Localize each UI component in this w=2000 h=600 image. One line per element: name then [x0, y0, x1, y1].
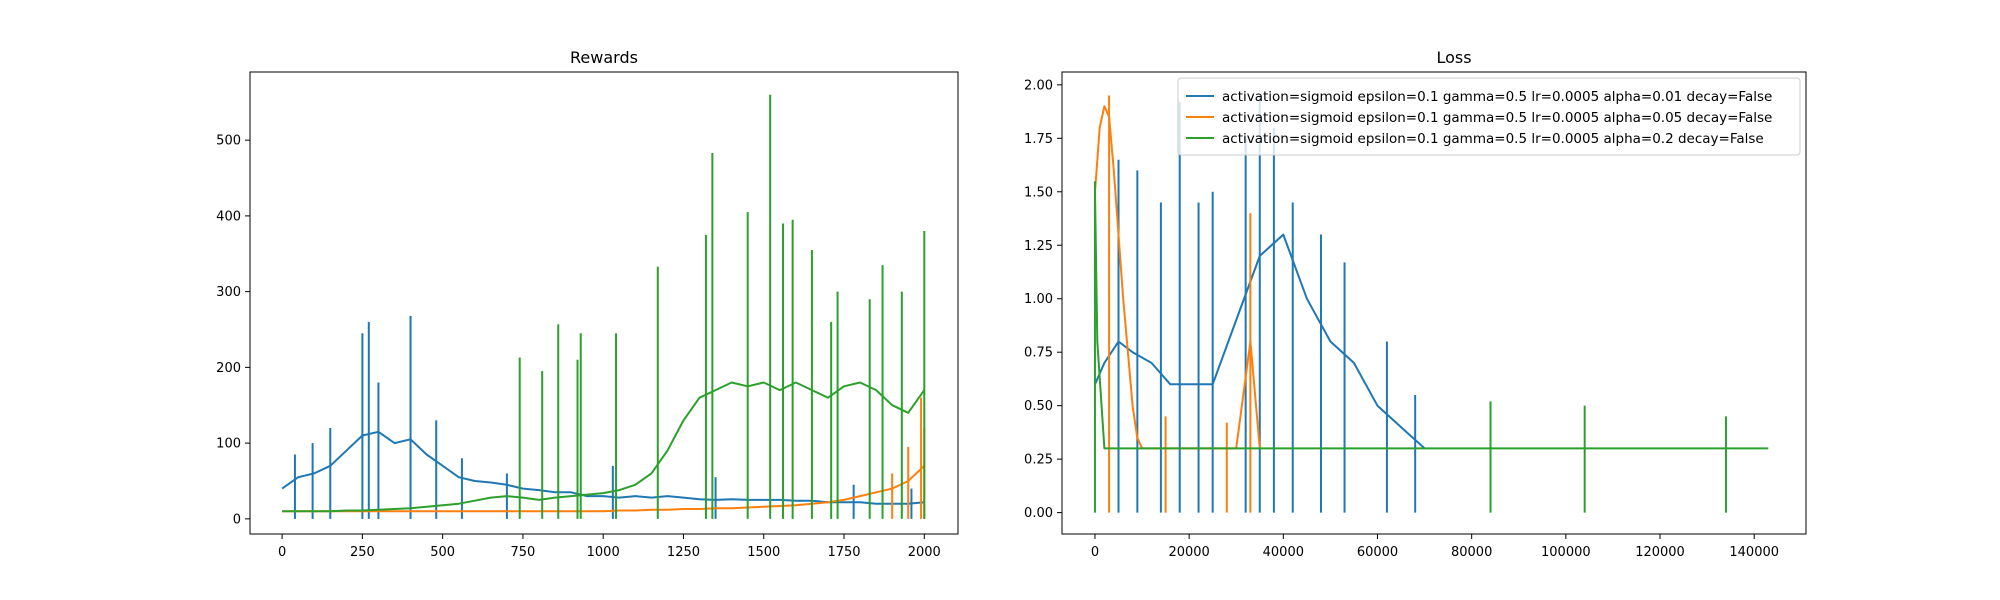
rewards-x-tick-label: 500 — [430, 545, 455, 560]
rewards-x-tick-label: 1250 — [667, 545, 700, 560]
rewards-chart-title: Rewards — [570, 48, 638, 67]
rewards-plot-area — [281, 94, 926, 519]
loss-legend-label-2: activation=sigmoid epsilon=0.1 gamma=0.5… — [1222, 131, 1764, 147]
loss-y-tick-label: 1.50 — [1024, 185, 1053, 200]
loss-series-2-line — [1094, 191, 1769, 450]
rewards-y-tick-label: 200 — [216, 361, 241, 376]
rewards-x-tick-label: 750 — [511, 545, 536, 560]
loss-x-tick-label: 100000 — [1541, 545, 1591, 560]
loss-x-tick-label: 20000 — [1168, 545, 1209, 560]
loss-y-tick-label: 1.75 — [1024, 132, 1053, 147]
loss-y-tick-label: 2.00 — [1024, 78, 1053, 93]
loss-legend-label-1: activation=sigmoid epsilon=0.1 gamma=0.5… — [1222, 110, 1772, 126]
rewards-x-tick-label: 1500 — [747, 545, 780, 560]
loss-y-tick-label: 0.25 — [1024, 453, 1053, 468]
rewards-chart: Rewards 0 250 500 750 1000 1250 1500 1750 2000 0 1… — [216, 48, 959, 560]
loss-legend-label-0: activation=sigmoid epsilon=0.1 gamma=0.5… — [1222, 89, 1772, 105]
loss-axis-ticks: 0 20000 40000 60000 80000 100000 120000 140000 0… — [1024, 78, 1779, 560]
loss-y-tick-label: 0.50 — [1024, 399, 1053, 414]
rewards-y-tick-label: 300 — [216, 285, 241, 300]
rewards-y-tick-label: 400 — [216, 209, 241, 224]
loss-x-tick-label: 80000 — [1451, 545, 1492, 560]
rewards-axes-frame — [249, 71, 959, 535]
loss-x-tick-label: 140000 — [1729, 545, 1779, 560]
rewards-series-1-line — [282, 465, 925, 513]
loss-chart-title: Loss — [1436, 48, 1471, 67]
rewards-x-tick-label: 1000 — [587, 545, 620, 560]
loss-y-tick-label: 1.00 — [1024, 292, 1053, 307]
loss-x-tick-label: 0 — [1091, 545, 1099, 560]
loss-legend: activation=sigmoid epsilon=0.1 gamma=0.5… — [1177, 77, 1801, 156]
rewards-axis-ticks: 0 250 500 750 1000 1250 1500 1750 2000 0 100 200 300… — [216, 134, 941, 560]
loss-x-tick-label: 120000 — [1635, 545, 1685, 560]
rewards-x-tick-label: 0 — [278, 545, 286, 560]
rewards-y-tick-label: 100 — [216, 437, 241, 452]
loss-plot-area — [1093, 95, 1769, 513]
loss-y-tick-label: 1.25 — [1024, 239, 1053, 254]
rewards-x-tick-label: 250 — [350, 545, 375, 560]
rewards-y-tick-label: 500 — [216, 134, 241, 149]
rewards-x-tick-label: 1750 — [827, 545, 860, 560]
rewards-series-0-line — [281, 430, 925, 505]
loss-y-tick-label: 0.00 — [1024, 506, 1053, 521]
loss-x-tick-label: 40000 — [1263, 545, 1304, 560]
loss-y-tick-label: 0.75 — [1024, 346, 1053, 361]
loss-x-tick-label: 60000 — [1357, 545, 1398, 560]
rewards-y-tick-label: 0 — [233, 512, 241, 527]
loss-axes-frame — [1061, 71, 1807, 535]
loss-legend-box — [1177, 77, 1801, 156]
rewards-x-tick-label: 2000 — [908, 545, 941, 560]
rewards-series-2-line — [282, 381, 926, 513]
loss-chart: Loss 0 20000 40000 60000 80000 100000 120000 14… — [1024, 48, 1807, 560]
